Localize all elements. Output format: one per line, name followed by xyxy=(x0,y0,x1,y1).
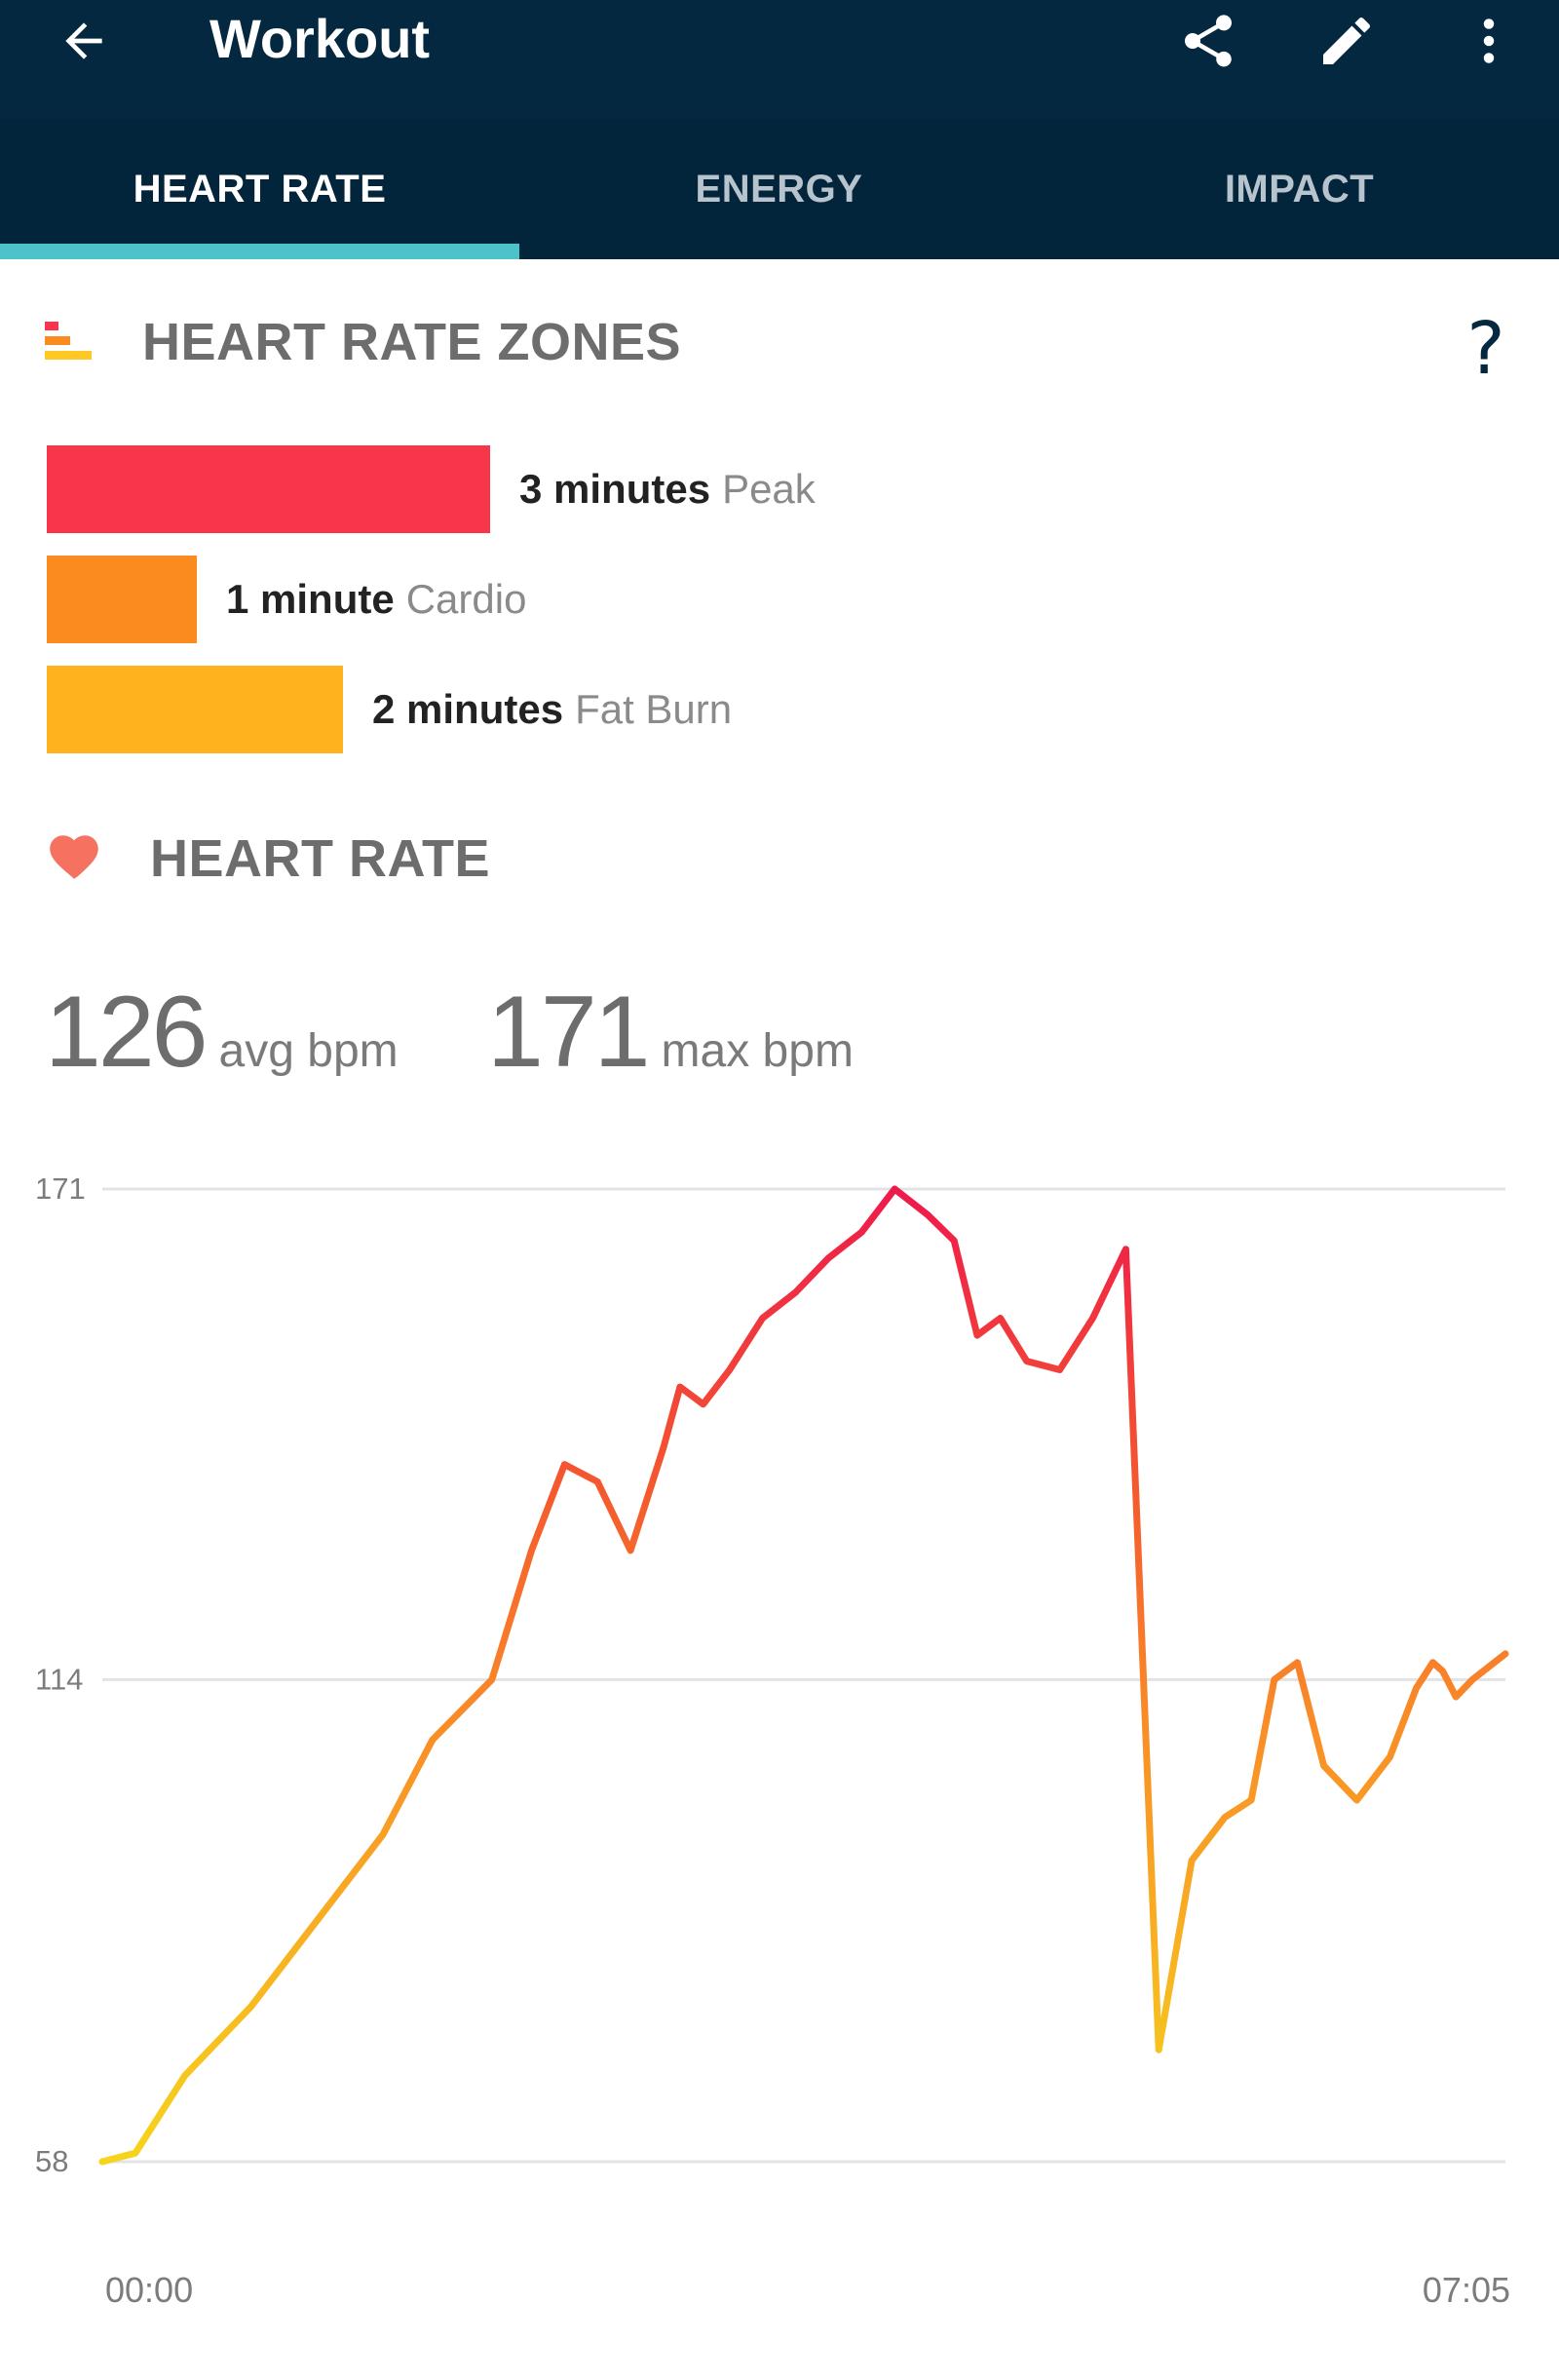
app-bar: Workout xyxy=(0,0,1559,119)
more-options-button[interactable] xyxy=(1452,4,1526,78)
avg-bpm-value: 126 xyxy=(45,976,209,1089)
zone-row-peak: 3 minutes Peak xyxy=(47,445,816,533)
heart-rate-series-line xyxy=(98,1185,1509,2166)
y-tick-label: 58 xyxy=(35,2144,68,2178)
x-tick-label: 00:00 xyxy=(105,2270,193,2310)
zone-minutes: 1 minute xyxy=(226,576,395,622)
zone-row-cardio: 1 minute Cardio xyxy=(47,556,526,643)
y-tick-label: 114 xyxy=(35,1662,83,1696)
heart-rate-section-title: HEART RATE xyxy=(150,829,490,888)
zone-name: Cardio xyxy=(405,576,527,622)
max-bpm-label: max bpm xyxy=(661,1025,854,1077)
avg-bpm-label: avg bpm xyxy=(218,1025,399,1077)
arrow-left-icon xyxy=(65,22,102,59)
tab-heart-rate[interactable]: HEART RATE xyxy=(133,167,387,211)
zone-name: Fat Burn xyxy=(575,686,733,732)
avg-bpm-stat: 126 avg bpm xyxy=(45,975,399,1092)
zone-minutes: 2 minutes xyxy=(372,686,564,732)
tab-active-indicator xyxy=(0,244,519,259)
max-bpm-value: 171 xyxy=(487,976,651,1089)
max-bpm-stat: 171 max bpm xyxy=(487,975,854,1092)
zones-bars-icon xyxy=(45,322,92,360)
tab-impact[interactable]: IMPACT xyxy=(1224,167,1375,211)
zones-section-title: HEART RATE ZONES xyxy=(142,313,682,371)
share-button[interactable] xyxy=(1171,4,1245,78)
zone-bar-peak xyxy=(47,445,490,533)
tab-energy[interactable]: ENERGY xyxy=(695,167,863,211)
zone-name: Peak xyxy=(722,466,816,512)
heart-rate-chart: 171 114 58 00:00 07:05 xyxy=(35,1171,1510,2310)
zone-minutes: 3 minutes xyxy=(519,466,711,512)
share-icon xyxy=(1185,15,1232,67)
heart-icon xyxy=(50,835,98,879)
pencil-icon xyxy=(1323,17,1371,65)
tab-bar: HEART RATE ENERGY IMPACT xyxy=(0,119,1559,259)
edit-button[interactable] xyxy=(1310,4,1384,78)
y-tick-label: 171 xyxy=(35,1171,86,1206)
zone-row-fat-burn: 2 minutes Fat Burn xyxy=(47,666,732,753)
question-mark-icon[interactable]: ? xyxy=(1466,307,1505,391)
more-vert-icon xyxy=(1483,19,1495,63)
back-button[interactable] xyxy=(47,4,121,78)
zone-bar-cardio xyxy=(47,556,197,643)
x-tick-label: 07:05 xyxy=(1423,2270,1510,2310)
zone-bar-fat-burn xyxy=(47,666,343,753)
page-title: Workout xyxy=(209,8,431,69)
